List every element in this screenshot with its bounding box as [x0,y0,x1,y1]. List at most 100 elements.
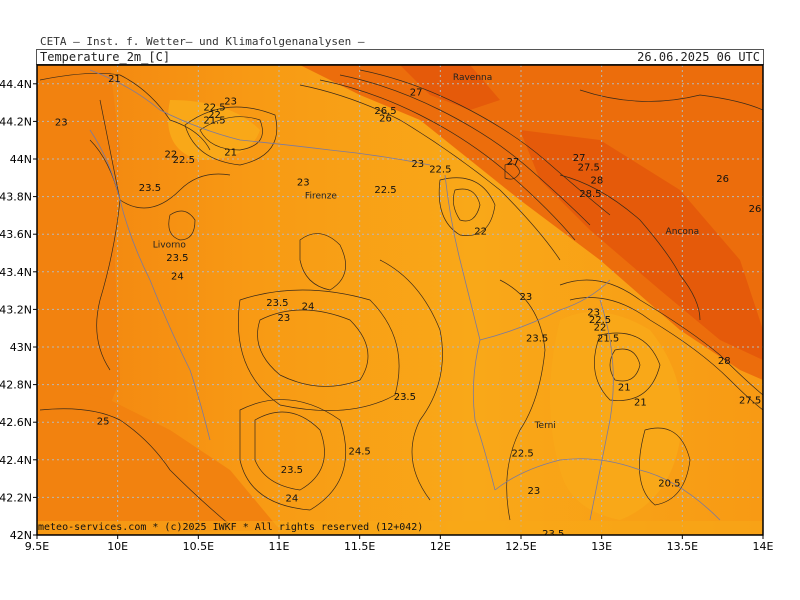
x-tick-label: 9.5E [25,540,49,553]
contour-label: 23.5 [281,465,303,476]
contour-label: 23 [587,307,600,318]
contour-label: 23 [411,159,424,170]
contour-label: 26 [716,174,729,185]
contour-label: 21.5 [597,334,619,345]
contour-label: 21.5 [203,116,225,127]
contour-label: 22 [474,226,487,237]
datetime-label: 26.06.2025 06 UTC [637,50,760,64]
contour-label: 28.5 [579,189,601,200]
isotherm-line [299,84,561,261]
north-cool-zone [168,100,260,160]
adriatic-zone [300,65,763,380]
x-tick-label: 10.5E [183,540,214,553]
x-tick-label: 13.5E [667,540,698,553]
contour-label: 23.5 [526,334,548,345]
contour-label: 23.5 [542,529,564,540]
x-tick-label: 10E [107,540,128,553]
contour-label: 25 [97,416,110,427]
contour-label: 23.5 [266,298,288,309]
isotherm-line [237,289,400,411]
contour-label: 26.5 [374,106,396,117]
isotherm-line [379,259,443,501]
contour-label: 22.5 [589,315,611,326]
y-tick-label: 42.6N [0,416,32,429]
contour-label: 24 [286,493,299,504]
city-label: Terni [534,421,556,431]
contour-label: 23 [297,178,310,189]
contour-label: 22.5 [203,102,225,113]
ravenna-warm-zone [400,65,500,110]
contour-label: 27.5 [578,163,600,174]
contour-label: 23.5 [166,253,188,264]
isotherm-line [359,69,611,216]
isotherm-line [499,279,546,521]
adriatic-core-zone [520,130,763,360]
isotherm-line [254,411,325,491]
contour-label: 22 [165,149,178,160]
copyright-footer: meteo-services.com * (c)2025 IWKF * All … [38,522,424,533]
isotherm-line [239,399,347,511]
contour-label: 22.5 [173,155,195,166]
contour-label: 24 [171,272,184,283]
contour-label: 26 [379,114,392,125]
y-tick-label: 43.2N [0,303,32,316]
header-title: CETA — Inst. f. Wetter— und Klimafolgena… [40,35,365,48]
axis-ticks: 9.5E 10E 10.5E 11E 11.5E 12E 12.5E 13E 13.5E 14E 4… [0,78,774,553]
contour-label: 23 [277,313,290,324]
map-frame [36,64,764,536]
isotherm-line [199,116,263,151]
contour-label: 21 [224,147,237,158]
contour-label: 24 [302,302,315,313]
contour-label: 27 [507,157,520,168]
contour-label: 28 [590,176,603,187]
y-tick-label: 42.4N [0,454,32,467]
y-tick-label: 44N [10,153,32,166]
contour-label: 22.5 [429,164,451,175]
border-line [479,279,611,341]
contour-label: 23.5 [394,392,416,403]
isotherm-line [579,89,763,111]
city-label: Firenze [305,191,337,201]
contour-label: 27 [573,153,586,164]
border-line [589,299,614,521]
contour-label: 22 [594,322,607,333]
y-tick-label: 42.8N [0,379,32,392]
contour-label: 21 [634,398,647,409]
contour-label: 22.5 [511,448,533,459]
y-tick-label: 43.4N [0,266,32,279]
contour-label: 23 [519,292,532,303]
x-tick-label: 13E [591,540,612,553]
city-label: Ancona [666,227,700,237]
y-tick-label: 43.8N [0,191,32,204]
isotherm-line [559,279,763,396]
contour-label: 23 [224,97,237,108]
isotherm-line [609,348,641,382]
contour-label: 22 [208,110,221,121]
border-line [89,69,431,166]
y-tick-label: 44.2N [0,115,32,128]
parameter-label: Temperature_2m_[C] [40,50,171,64]
temperature-zones [37,65,763,535]
x-tick-label: 11E [269,540,290,553]
y-tick-label: 43N [10,341,32,354]
isotherm-line [319,79,576,241]
isotherm-line [184,106,278,166]
y-tick-label: 42.2N [0,491,32,504]
isotherm-line [438,177,496,236]
contour-label: 23 [55,117,68,128]
contour-label: 28 [718,356,731,367]
x-tick-label: 12.5E [505,540,536,553]
isotherm-line [96,99,121,371]
contour-label: 27 [410,87,423,98]
contour-label: 24.5 [349,446,371,457]
contour-label: 20.5 [658,478,680,489]
isotherm-line [453,188,481,222]
contour-label: 22.5 [374,185,396,196]
isotherm-line [559,174,701,321]
contour-label: 27.5 [739,396,761,407]
y-tick-label: 44.4N [0,78,32,91]
southwest-zone [37,380,280,535]
region-borders [89,69,721,521]
border-line [444,174,496,491]
